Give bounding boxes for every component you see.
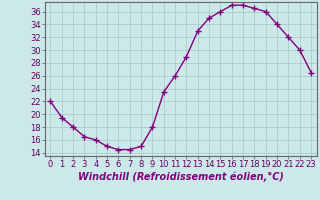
X-axis label: Windchill (Refroidissement éolien,°C): Windchill (Refroidissement éolien,°C)	[78, 172, 284, 182]
